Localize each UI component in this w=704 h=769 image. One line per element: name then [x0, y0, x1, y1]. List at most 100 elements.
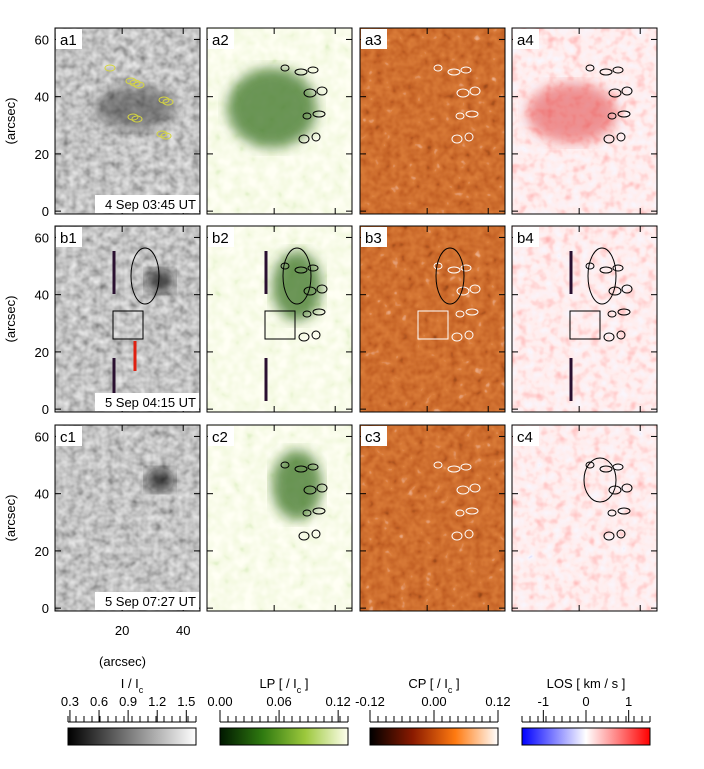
- contour: [460, 264, 472, 272]
- contour: [612, 264, 624, 272]
- contour: [460, 66, 472, 74]
- contour: [469, 284, 481, 294]
- contour: [455, 112, 465, 120]
- contour: [465, 110, 479, 118]
- contour: [280, 64, 290, 72]
- colorbar-tick-label: -0.12: [355, 694, 385, 709]
- panel-image: [207, 226, 352, 412]
- y-tick-label: 40: [35, 487, 49, 502]
- contour: [307, 66, 319, 74]
- contour: [294, 465, 308, 473]
- contour: [294, 68, 308, 76]
- colorbar-title-part: LP [ / I: [259, 676, 296, 691]
- colorbar-tick-label: 0.00: [421, 694, 446, 709]
- panel-frame: [511, 225, 658, 413]
- contour: [311, 132, 321, 142]
- colorbar-title-sub: c: [139, 685, 144, 695]
- panel: [55, 28, 200, 214]
- x-tick-label: 20: [115, 623, 129, 638]
- panel-frame: [359, 424, 506, 612]
- contour: [465, 507, 479, 515]
- colorbar-tick-label: 0.3: [61, 694, 79, 709]
- spot: [146, 269, 174, 293]
- panel-label-bg: [361, 426, 387, 446]
- y-tick-label: 40: [35, 90, 49, 105]
- colorbar-title: LOS [ km / s ]: [547, 676, 626, 691]
- contour: [599, 68, 613, 76]
- panel-label-bg: [361, 29, 387, 49]
- panel-label: c2: [212, 429, 228, 446]
- contour: [460, 463, 472, 471]
- colorbar-title-part: ]: [301, 676, 308, 691]
- y-tick-label: 20: [35, 345, 49, 360]
- contour: [104, 64, 116, 72]
- contour: [158, 96, 170, 104]
- colorbar-tick-label: 0: [582, 694, 589, 709]
- contour: [612, 66, 624, 74]
- colorbar-title: LP [ / Ic ]: [259, 676, 308, 695]
- contour: [307, 463, 319, 471]
- colorbar: [219, 727, 349, 746]
- timestamp: 5 Sep 07:27 UT: [105, 594, 196, 609]
- panel-frame: [54, 424, 201, 612]
- spot: [146, 468, 174, 492]
- contour: [298, 531, 310, 541]
- contour: [316, 86, 328, 96]
- contour: [616, 529, 626, 539]
- panel-label: b2: [212, 230, 229, 247]
- y-tick-label: 0: [42, 204, 49, 219]
- colorbar-title-part: CP [ / I: [408, 676, 448, 691]
- colorbar-title: I / Ic: [121, 676, 144, 695]
- panel-label-bg: [513, 426, 539, 446]
- y-tick-label: 60: [35, 32, 49, 47]
- panel-image: [360, 226, 505, 412]
- penumbra: [95, 86, 175, 130]
- lp-patch: [227, 68, 317, 148]
- panel-image: [360, 28, 505, 214]
- contour: [303, 485, 317, 495]
- panel-label-bg: [56, 426, 82, 446]
- panel-label-bg: [513, 29, 539, 49]
- contour: [302, 310, 312, 318]
- contour: [607, 112, 617, 120]
- contour: [316, 483, 328, 493]
- panel-frame: [359, 27, 506, 215]
- contour: [464, 132, 474, 142]
- colorbar-tick-label: 1.2: [148, 694, 166, 709]
- contour: [156, 130, 168, 138]
- ellipse-marker: [587, 247, 617, 305]
- contour: [447, 68, 461, 76]
- contour: [616, 132, 626, 142]
- contour: [302, 509, 312, 517]
- panel-label: a3: [365, 32, 382, 49]
- contour: [447, 266, 461, 274]
- colorbar-title-part: LOS [ km / s ]: [547, 676, 626, 691]
- contour: [303, 88, 317, 98]
- contour: [311, 529, 321, 539]
- y-tick-label: 20: [35, 544, 49, 559]
- colorbar: [67, 727, 197, 746]
- colorbar-title-part: I / I: [121, 676, 139, 691]
- contour: [280, 461, 290, 469]
- lp-patch: [272, 450, 322, 520]
- colorbar: [369, 727, 499, 746]
- ellipse-marker: [130, 247, 160, 305]
- panel-label: b3: [365, 230, 382, 247]
- panel: [512, 226, 657, 412]
- contour: [599, 266, 613, 274]
- panel-label-bg: [208, 29, 234, 49]
- contour: [621, 483, 633, 493]
- panel-label-bg: [513, 227, 539, 247]
- colorbar-title: CP [ / Ic ]: [408, 676, 459, 695]
- y-axis-label: (arcsec): [3, 296, 18, 343]
- contour: [451, 531, 463, 541]
- y-axis-label: (arcsec): [3, 98, 18, 145]
- colorbar-tick-label: -1: [538, 694, 550, 709]
- timestamp-bg: [95, 393, 199, 411]
- panel-frame: [206, 225, 353, 413]
- contour: [469, 86, 481, 96]
- panel: [360, 425, 505, 611]
- timestamp-bg: [95, 592, 199, 610]
- colorbar-title-sub: c: [297, 685, 302, 695]
- panel-label: a2: [212, 32, 229, 49]
